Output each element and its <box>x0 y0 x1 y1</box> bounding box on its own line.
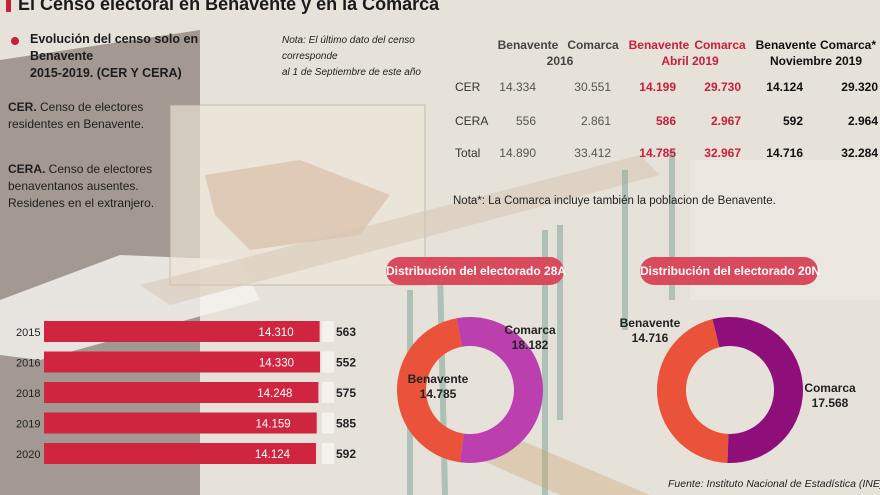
donut-28a-comarca-name: Comarca <box>504 323 556 337</box>
table-cell: 586 <box>655 114 676 128</box>
table-cell: 14.716 <box>766 146 803 160</box>
header-comarca-2016: Comarca <box>567 38 619 52</box>
bar-category-label: 2018 <box>16 388 40 400</box>
table-cell: 14.890 <box>499 146 536 160</box>
bar-cera <box>322 321 334 342</box>
header-benavente-2016: Benavente <box>497 38 559 52</box>
header-noviembre-2019: Noviembre 2019 <box>769 54 863 68</box>
donut-20n-comarca-value: 17.568 <box>811 396 849 410</box>
bar-cera <box>322 382 334 403</box>
cer-text: Censo de electores residentes en Benaven… <box>8 100 145 131</box>
donut-slice-comarca <box>456 317 543 463</box>
donut-20n-benavente-label: Benavente 14.716 <box>617 316 683 346</box>
cera-text: Censo de electores benaventanos ausentes… <box>8 162 155 210</box>
bar-cer-value: 14.330 <box>259 358 294 370</box>
bar-cera-value: 585 <box>336 417 356 431</box>
page-title: El Censo electoral en Benavente y en la … <box>0 0 439 14</box>
evolucion-line2: 2015-2019. (CER Y CERA) <box>30 66 182 80</box>
table-row-label: CERA <box>455 114 489 128</box>
donut-28a-comarca-value: 18.182 <box>511 338 549 352</box>
donut-20n-comarca-name: Comarca <box>804 381 856 395</box>
donut-20n-benavente-name: Benavente <box>619 316 681 330</box>
census-note: Nota: El último dato del censo correspon… <box>282 33 472 81</box>
table-cell: 556 <box>515 114 536 128</box>
donut-28a-comarca-label: Comarca 18.182 <box>500 323 560 353</box>
table-row-label: Total <box>455 146 481 160</box>
donut-slice-benavente <box>397 318 464 463</box>
table-cell: 14.334 <box>499 80 536 94</box>
cer-term: CER. <box>8 100 37 114</box>
table-row-label: CER <box>455 80 481 94</box>
note-line1: Nota: El último dato del censo correspon… <box>282 35 415 62</box>
table-cell: 2.861 <box>580 114 611 128</box>
header-comarca-nov: Comarca* <box>819 38 877 52</box>
table-cell: 14.199 <box>639 80 676 94</box>
header-benavente-nov: Benavente <box>755 38 817 52</box>
title-accent <box>6 0 11 12</box>
pill-28a: Distribución del electorado 28A <box>386 257 566 285</box>
bar-chart: 2015 14.310 563 2016 14.330 552 2018 14.248 575 2… <box>16 321 356 464</box>
cera-term: CERA. <box>8 162 46 176</box>
header-comarca-abril: Comarca <box>694 38 746 52</box>
table-cell: 592 <box>782 114 803 128</box>
bar-cera-value: 592 <box>336 447 356 461</box>
pill-20n: Distribución del electorado 20N <box>640 257 820 285</box>
header-abril-2019: Abril 2019 <box>661 54 719 68</box>
bar-cer-value: 14.124 <box>255 449 291 461</box>
bar-cera <box>322 412 334 434</box>
table-cell: 29.730 <box>704 80 741 94</box>
evolucion-heading: Evolución del censo solo en Benavente 20… <box>30 31 250 82</box>
donut-28a-benavente-label: Benavente 14.785 <box>406 372 470 402</box>
title-text: El Censo electoral en Benavente y en la … <box>18 0 440 14</box>
evolucion-line1: Evolución del censo solo en Benavente <box>30 32 199 63</box>
donut-28a-benavente-value: 14.785 <box>419 387 457 401</box>
table-footnote: Nota*: La Comarca incluye también la pob… <box>453 195 776 207</box>
donut-chart-20n <box>657 317 803 463</box>
note-line2: al 1 de Septiembre de este año <box>282 67 421 78</box>
bar-category-label: 2015 <box>16 327 40 339</box>
table-cell: 32.967 <box>704 146 741 160</box>
bar-cera-value: 575 <box>336 386 356 400</box>
bullet-icon <box>11 37 19 45</box>
donut-slice-benavente <box>657 319 729 463</box>
table-cell: 14.785 <box>639 146 676 160</box>
bar-cer-value: 14.310 <box>258 327 293 339</box>
bar-cer <box>44 443 317 464</box>
donut-slice-comarca <box>712 317 803 463</box>
cer-definition: CER. Censo de electores residentes en Be… <box>8 99 188 133</box>
bar-cer <box>44 321 320 342</box>
bar-category-label: 2016 <box>16 358 40 370</box>
table-cell: 30.551 <box>574 80 611 94</box>
donut-20n-comarca-label: Comarca 17.568 <box>800 381 860 411</box>
bar-cer-value: 14.248 <box>257 388 292 400</box>
bar-cera <box>322 443 334 464</box>
bar-category-label: 2019 <box>16 419 40 431</box>
bar-category-label: 2020 <box>16 449 40 461</box>
table-cell: 2.964 <box>847 114 878 128</box>
bar-cera-value: 552 <box>336 356 356 370</box>
header-benavente-abril: Benavente <box>628 38 690 52</box>
table-cell: 33.412 <box>574 146 611 160</box>
table-cell: 14.124 <box>766 80 803 94</box>
bar-cera <box>322 351 334 373</box>
bar-cer <box>44 351 320 373</box>
bar-cer-value: 14.159 <box>256 419 291 431</box>
bar-cera-value: 563 <box>336 325 356 339</box>
donut-28a-benavente-name: Benavente <box>407 372 469 386</box>
bar-cer <box>44 412 317 434</box>
table-cell: 2.967 <box>710 114 741 128</box>
donut-20n-benavente-value: 14.716 <box>631 331 669 345</box>
source-note: Fuente: Instituto Nacional de Estadístic… <box>668 478 880 490</box>
table-cell: 29.320 <box>841 80 878 94</box>
header-2016: 2016 <box>546 54 574 68</box>
table-cell: 32.284 <box>841 146 878 160</box>
bar-cer <box>44 382 319 403</box>
donut-chart-28a <box>397 317 543 463</box>
cera-definition: CERA. Censo de electores benaventanos au… <box>8 161 188 212</box>
